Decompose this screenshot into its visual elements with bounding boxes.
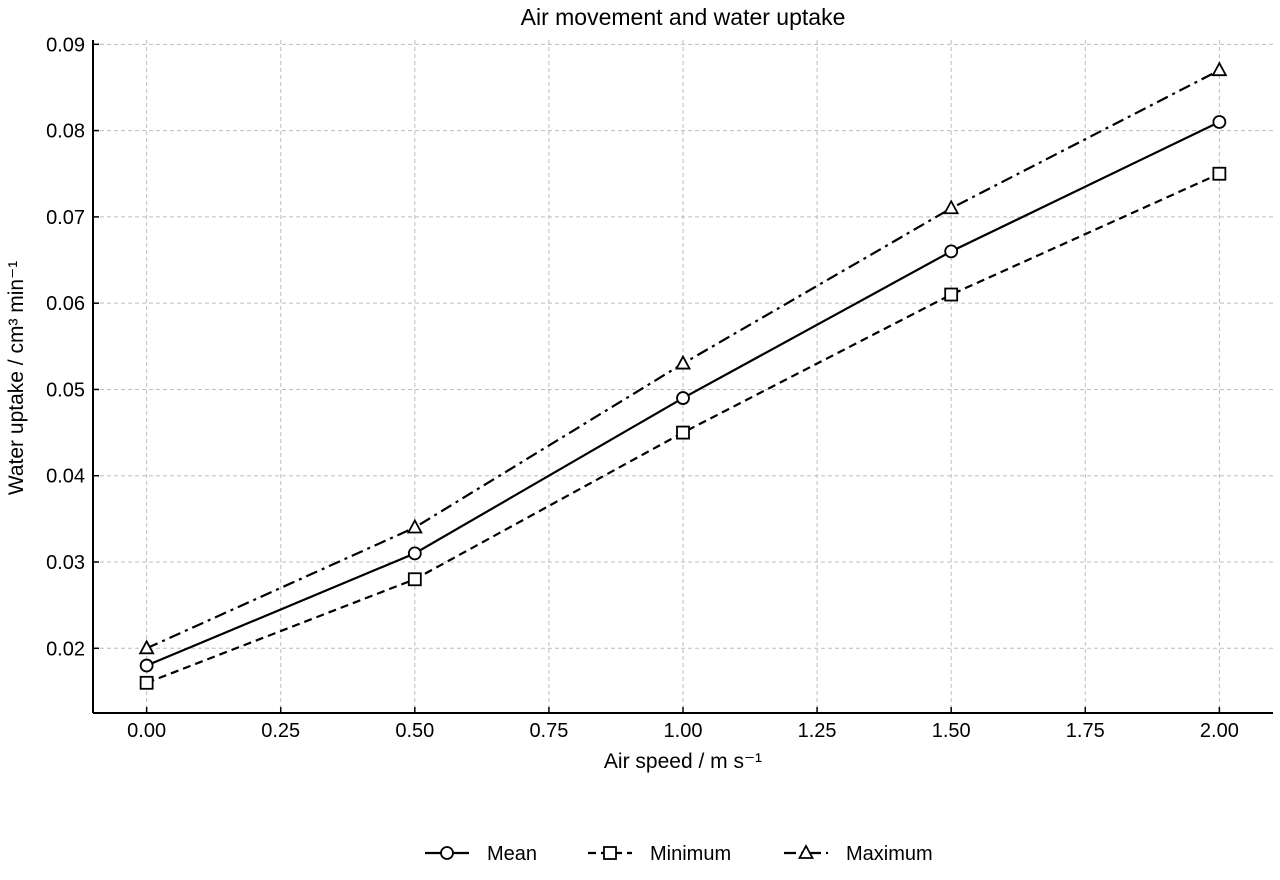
series-mean xyxy=(139,115,1227,673)
legend-marker xyxy=(797,844,815,859)
legend-marker xyxy=(440,846,454,860)
chart-title: Air movement and water uptake xyxy=(521,4,846,30)
data-point-mean xyxy=(407,546,422,561)
y-tick-label: 0.03 xyxy=(46,552,85,574)
data-point-minimum xyxy=(407,572,422,587)
x-tick-label: 0.50 xyxy=(395,720,434,742)
legend-label: Maximum xyxy=(846,843,933,865)
axes: 0.00 0.25 0.50 0.75 1.00 1.25 1.50 1.75 2.00 0.02… xyxy=(46,34,1273,742)
data-point-maximum xyxy=(406,518,423,534)
y-tick-label: 0.06 xyxy=(46,293,85,315)
series-maximum xyxy=(138,61,1228,655)
data-point-mean xyxy=(944,244,959,259)
legend-item-mean: Mean xyxy=(425,843,537,865)
grid xyxy=(93,40,1273,713)
y-tick-label: 0.08 xyxy=(46,121,85,143)
series-layer xyxy=(138,61,1228,690)
data-point-maximum xyxy=(138,639,155,655)
legend-label: Mean xyxy=(487,843,537,865)
x-tick-label: 0.75 xyxy=(529,720,568,742)
y-tick-label: 0.05 xyxy=(46,379,85,401)
data-point-mean xyxy=(676,391,690,405)
data-point-mean xyxy=(139,658,154,673)
data-point-maximum xyxy=(943,199,960,215)
data-point-mean xyxy=(1212,115,1227,129)
legend-item-maximum: Maximum xyxy=(784,843,933,865)
y-tick-label: 0.02 xyxy=(46,638,85,660)
y-tick-label: 0.09 xyxy=(46,34,85,56)
y-axis-label: Water uptake / cm³ min⁻¹ xyxy=(5,261,28,495)
x-tick-label: 2.00 xyxy=(1200,720,1239,742)
x-tick-label: 1.75 xyxy=(1066,720,1105,742)
data-point-minimum xyxy=(944,287,959,302)
legend: Mean Minimum Maximum xyxy=(425,843,933,865)
x-tick-label: 1.25 xyxy=(798,720,837,742)
data-point-minimum xyxy=(1212,166,1227,181)
x-tick-label: 0.00 xyxy=(127,720,166,742)
y-tick-label: 0.07 xyxy=(46,207,85,229)
x-tick-label: 1.50 xyxy=(932,720,971,742)
data-point-minimum xyxy=(139,675,154,690)
legend-item-minimum: Minimum xyxy=(588,843,731,865)
legend-marker xyxy=(603,846,617,860)
series-line-minimum xyxy=(146,172,1220,684)
x-axis-label: Air speed / m s⁻¹ xyxy=(604,750,762,773)
x-tick-label: 0.25 xyxy=(261,720,300,742)
data-point-maximum xyxy=(1211,61,1228,77)
data-point-maximum xyxy=(674,354,692,370)
data-point-minimum xyxy=(676,425,690,440)
series-minimum xyxy=(139,166,1227,690)
x-tick-label: 1.00 xyxy=(664,720,703,742)
y-tick-label: 0.04 xyxy=(46,466,85,488)
legend-label: Minimum xyxy=(650,843,731,865)
